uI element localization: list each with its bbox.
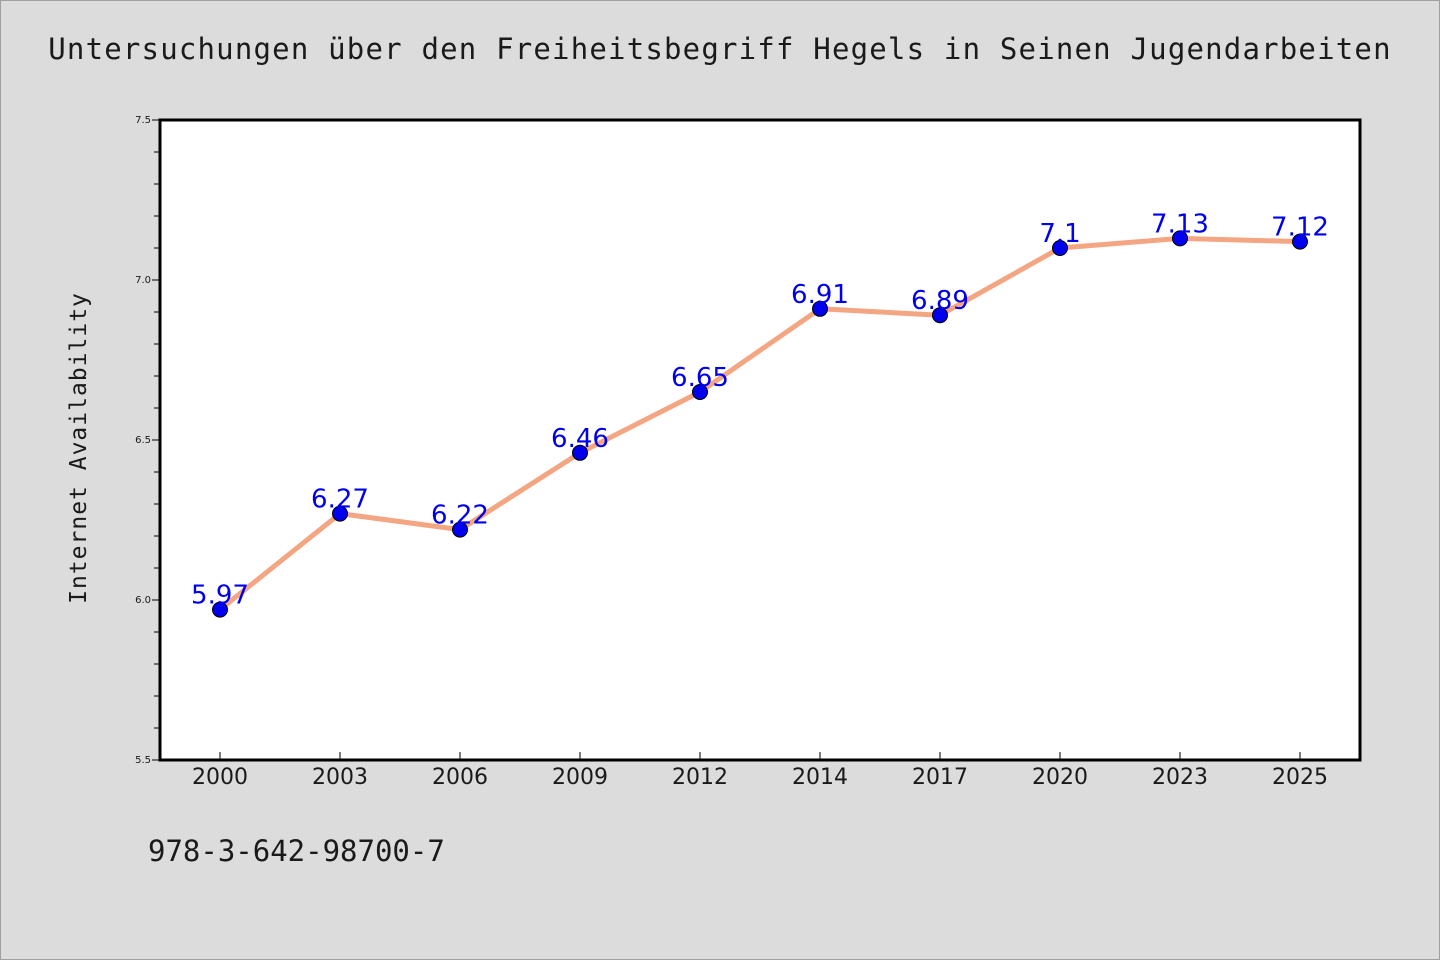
data-point	[212, 601, 228, 618]
data-label: 6.22	[431, 501, 489, 531]
data-point	[932, 307, 948, 324]
data-label: 6.91	[791, 280, 849, 310]
data-point	[1292, 233, 1308, 250]
x-tick-label: 2009	[552, 765, 608, 790]
isbn-code: 978-3-642-98700-7	[148, 834, 445, 868]
data-label: 5.97	[191, 581, 249, 611]
x-tick-label: 2020	[1032, 765, 1088, 790]
data-point	[1172, 230, 1188, 247]
data-label: 6.89	[911, 286, 969, 316]
y-axis-title: Internet Availability	[66, 292, 92, 604]
data-label: 7.13	[1151, 209, 1209, 239]
plot-box	[158, 118, 1362, 762]
data-point	[1052, 240, 1068, 256]
y-tick-label: 7.5	[135, 115, 151, 126]
data-point	[332, 505, 348, 522]
data-point	[572, 444, 588, 461]
x-tick-label: 2012	[672, 765, 728, 790]
x-tick-label: 2014	[792, 765, 848, 790]
data-point	[452, 521, 468, 538]
y-tick-label: 6.0	[135, 595, 151, 606]
data-label: 6.46	[551, 424, 609, 454]
x-axis: 2000 2003 2006 2009 2012 2014 2017 2020 2023 2025	[192, 752, 1328, 790]
data-label: 6.65	[671, 363, 729, 393]
y-axis: 5.5 6.0 6.5 7.0 7.5	[135, 115, 160, 766]
y-tick-label: 5.5	[135, 755, 151, 766]
x-tick-label: 2017	[912, 765, 968, 790]
y-tick-label: 6.5	[135, 435, 151, 446]
x-tick-label: 2006	[432, 765, 488, 790]
x-tick-label: 2023	[1152, 765, 1208, 790]
x-tick-label: 2025	[1272, 765, 1328, 790]
plot-area	[158, 118, 1362, 762]
x-tick-label: 2000	[192, 765, 248, 790]
chart-title: Untersuchungen über den Freiheitsbegriff…	[48, 32, 1392, 66]
data-point	[692, 384, 708, 400]
data-label: 6.27	[311, 485, 369, 515]
y-tick-label: 7.0	[135, 275, 151, 286]
data-label: 7.1	[1039, 219, 1080, 249]
data-label: 7.12	[1271, 213, 1329, 243]
series-line	[218, 235, 1301, 612]
data-point	[812, 300, 828, 317]
series-group: 5.97 6.27 6.22 6.46 6.65 6.91 6.89 7.1 7.13 7.12	[191, 209, 1329, 618]
x-tick-label: 2003	[312, 765, 368, 790]
